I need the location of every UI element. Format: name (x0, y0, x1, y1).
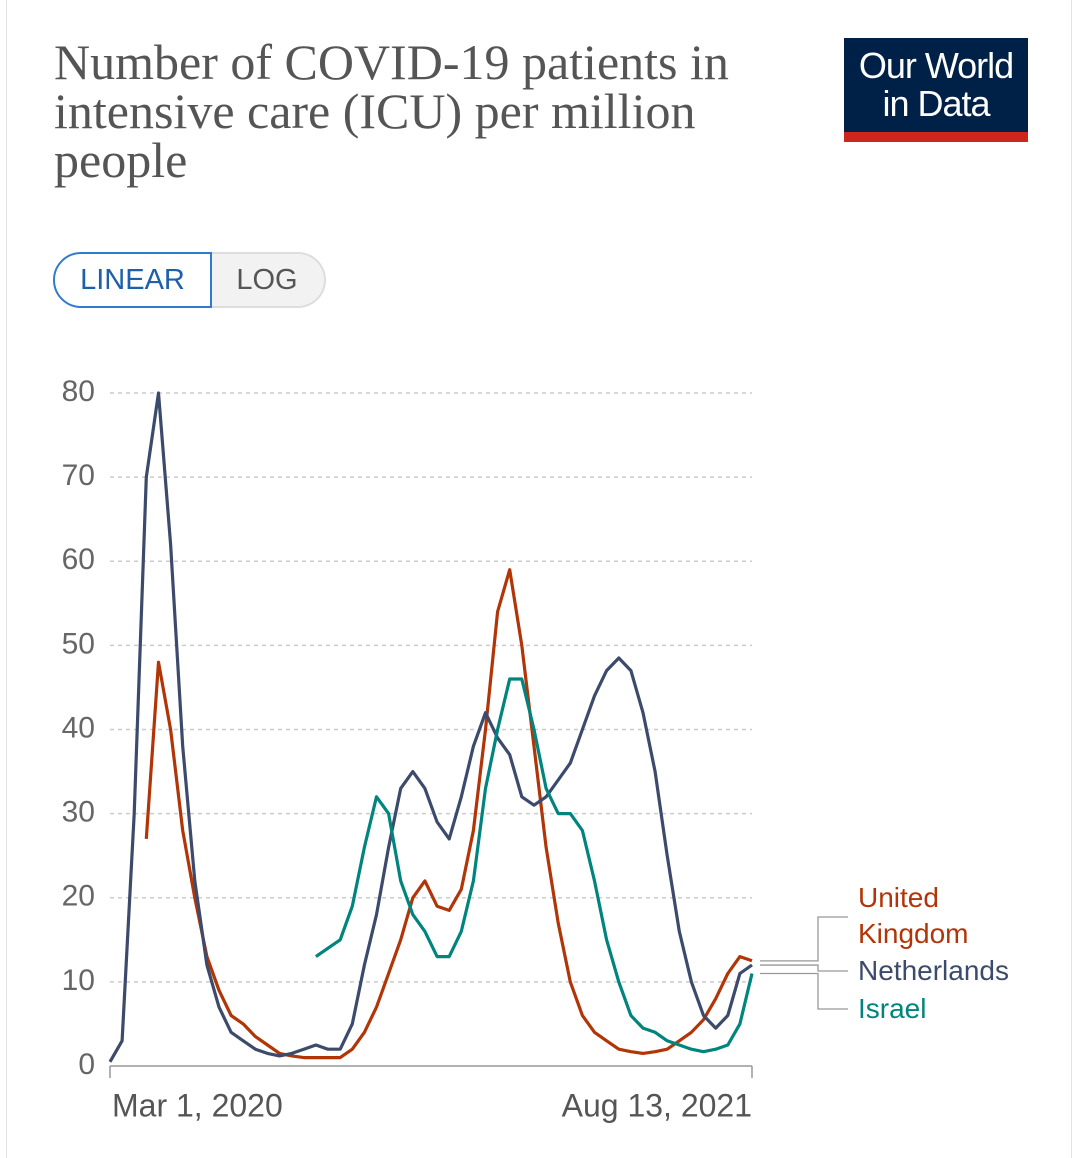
x-tick-label: Aug 13, 2021 (562, 1087, 752, 1123)
frame (6, 0, 1072, 1158)
y-tick-label: 40 (62, 711, 95, 744)
logo[interactable]: Our World in Data (844, 38, 1028, 142)
y-tick-label: 50 (62, 627, 95, 660)
legend-label: Netherlands (858, 955, 1009, 986)
y-tick-label: 0 (78, 1048, 95, 1081)
y-tick-label: 80 (62, 375, 95, 408)
legend-label: Israel (858, 993, 927, 1024)
x-tick-label: Mar 1, 2020 (112, 1087, 283, 1123)
chart-title: Number of COVID-19 patients in intensive… (54, 34, 729, 188)
series-line (108, 391, 753, 1063)
logo-text[interactable]: Our World in Data (858, 45, 1014, 124)
series-line (314, 677, 754, 1054)
y-tick-label: 10 (62, 964, 95, 997)
legend-connector (760, 964, 848, 972)
y-tick-label: 30 (62, 796, 95, 829)
legend-connector (760, 916, 848, 962)
y-tick-label: 70 (62, 459, 95, 492)
series-line (144, 568, 753, 1060)
linear-button[interactable]: LINEAR (53, 252, 212, 308)
legend-connector (760, 972, 848, 1010)
log-button[interactable]: LOG (210, 252, 326, 308)
y-tick-label: 20 (62, 880, 95, 913)
legend-label: United Kingdom (858, 882, 969, 949)
y-tick-label: 60 (62, 543, 95, 576)
